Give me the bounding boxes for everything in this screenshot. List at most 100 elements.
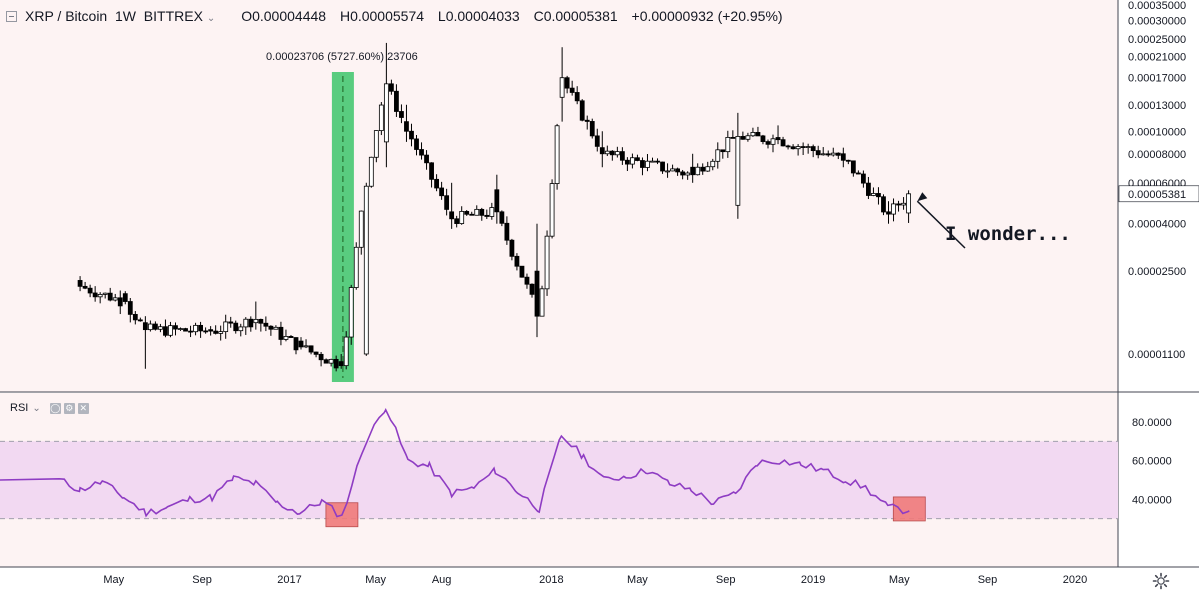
- ohlc-change: +0.00000932 (+20.95%): [631, 8, 783, 24]
- candle: [429, 162, 434, 180]
- chevron-down-icon[interactable]: ⌄: [206, 13, 216, 24]
- candle: [790, 146, 796, 150]
- candle: [655, 160, 660, 163]
- candle: [308, 345, 314, 353]
- visibility-icon[interactable]: ◯: [49, 402, 61, 414]
- collapse-legend-icon[interactable]: [6, 10, 17, 22]
- candle: [198, 324, 203, 332]
- candle: [529, 283, 535, 295]
- candle: [765, 141, 771, 145]
- rsi-oversold-highlight: [892, 496, 926, 522]
- candle: [434, 178, 439, 189]
- candle: [358, 210, 364, 248]
- ohlc-open: O0.00004448: [241, 8, 327, 24]
- candle: [835, 152, 841, 156]
- candle: [876, 193, 881, 198]
- candle: [705, 166, 711, 172]
- candle: [268, 325, 274, 330]
- price-tick-label: 0.00002500: [1128, 266, 1186, 278]
- time-tick-label: Sep: [978, 574, 998, 586]
- candle: [158, 326, 163, 330]
- rsi-band: [0, 441, 1118, 519]
- candle: [303, 345, 309, 348]
- candle: [800, 146, 806, 148]
- candle: [323, 359, 329, 364]
- candle: [298, 340, 304, 348]
- candle: [338, 361, 344, 367]
- candle: [419, 149, 424, 156]
- candle: [213, 330, 219, 334]
- candle: [388, 83, 394, 92]
- candle: [238, 326, 244, 332]
- candle: [283, 336, 289, 340]
- time-tick-label: May: [365, 574, 386, 586]
- candle: [775, 137, 781, 141]
- candle: [464, 211, 470, 215]
- candle: [378, 104, 384, 131]
- candle: [92, 292, 98, 298]
- candle: [850, 160, 856, 174]
- candle: [534, 270, 540, 317]
- candle: [183, 328, 188, 332]
- candle: [203, 330, 209, 333]
- candle: [514, 255, 520, 267]
- price-tick-label: 0.00021000: [1128, 51, 1186, 63]
- candle: [439, 187, 445, 197]
- candle: [760, 135, 766, 142]
- candle: [871, 193, 876, 196]
- symbol-info[interactable]: XRP / Bitcoin 1W BITTREX ⌄: [25, 8, 215, 24]
- candle: [665, 170, 670, 173]
- candle: [584, 119, 590, 122]
- price-tick-label: 0.00013000: [1128, 100, 1186, 112]
- candle: [233, 322, 239, 332]
- close-icon[interactable]: ✕: [77, 402, 89, 414]
- last-price-tag: [1118, 185, 1199, 203]
- time-tick-label: May: [889, 574, 910, 586]
- candle: [313, 351, 319, 355]
- candle: [499, 211, 505, 224]
- candle: [489, 207, 495, 217]
- candle: [624, 159, 630, 165]
- candle: [845, 159, 851, 162]
- candle: [685, 172, 691, 176]
- candle: [549, 183, 555, 237]
- price-tick-label: 0.00010000: [1128, 126, 1186, 138]
- candle: [825, 153, 831, 156]
- candle: [886, 211, 891, 215]
- time-tick-label: 2017: [277, 574, 301, 586]
- candle: [574, 92, 580, 102]
- note-text: I wonder...: [945, 223, 1071, 245]
- rsi-legend: RSI ⌄ ◯ ⚙ ✕: [10, 400, 89, 416]
- gear-icon[interactable]: [1152, 572, 1170, 590]
- candle: [399, 111, 404, 118]
- candle: [810, 146, 816, 152]
- candle: [735, 136, 741, 206]
- candle: [840, 153, 846, 161]
- candle: [77, 280, 83, 287]
- candle: [368, 156, 374, 187]
- rsi-tick-label: 80.0000: [1132, 417, 1172, 429]
- candle: [383, 83, 389, 143]
- price-tick-label: 0.00030000: [1128, 15, 1186, 27]
- candle: [318, 353, 324, 361]
- candle: [795, 146, 801, 150]
- candle: [218, 331, 224, 334]
- price-tick-label: 0.00017000: [1128, 73, 1186, 85]
- candle: [564, 77, 570, 89]
- time-tick-label: Aug: [432, 574, 452, 586]
- candle: [173, 325, 178, 330]
- candle: [479, 208, 485, 216]
- settings-icon[interactable]: ⚙: [63, 402, 75, 414]
- candle: [710, 160, 716, 168]
- candle: [394, 90, 399, 112]
- candle: [373, 130, 379, 158]
- candle: [745, 135, 751, 140]
- candle: [333, 358, 339, 369]
- candle: [830, 152, 836, 156]
- price-tick-label: 0.00005381: [1128, 189, 1186, 201]
- candle: [484, 214, 490, 217]
- candle: [168, 325, 173, 336]
- candle: [178, 328, 183, 330]
- chevron-down-icon[interactable]: ⌄: [32, 402, 41, 414]
